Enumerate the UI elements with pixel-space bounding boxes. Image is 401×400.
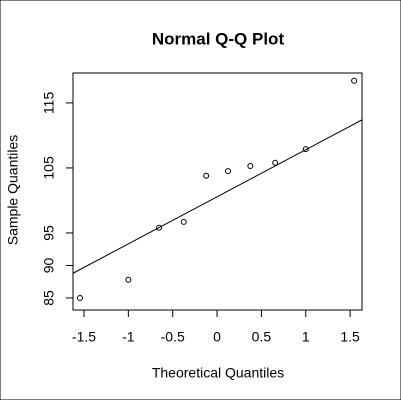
y-tick-label: 105 (41, 156, 57, 180)
y-tick-label: 85 (41, 290, 57, 306)
x-tick-label: -1 (122, 329, 135, 345)
data-point (203, 172, 210, 179)
data-point (155, 224, 162, 231)
reference-line (72, 119, 363, 274)
chart-title: Normal Q-Q Plot (152, 29, 285, 48)
data-point (224, 168, 231, 175)
y-tick-label: 95 (41, 225, 57, 241)
x-tick-label: -1.5 (72, 329, 96, 345)
x-tick-label: -0.5 (161, 329, 185, 345)
x-axis-label: Theoretical Quantiles (152, 365, 284, 381)
data-point (77, 294, 84, 301)
data-point (302, 146, 309, 153)
x-tick-label: 1 (302, 329, 310, 345)
data-point (272, 159, 279, 166)
x-tick-label: 1.5 (340, 329, 360, 345)
y-tick-label: 90 (41, 257, 57, 273)
y-axis-label: Sample Quantiles (5, 135, 21, 246)
x-tick-label: 0 (213, 329, 221, 345)
data-point (247, 162, 254, 169)
data-point (351, 77, 358, 84)
y-tick-label: 115 (41, 92, 57, 115)
data-point (125, 276, 132, 283)
data-point (180, 218, 187, 225)
x-tick-label: 0.5 (252, 329, 272, 345)
